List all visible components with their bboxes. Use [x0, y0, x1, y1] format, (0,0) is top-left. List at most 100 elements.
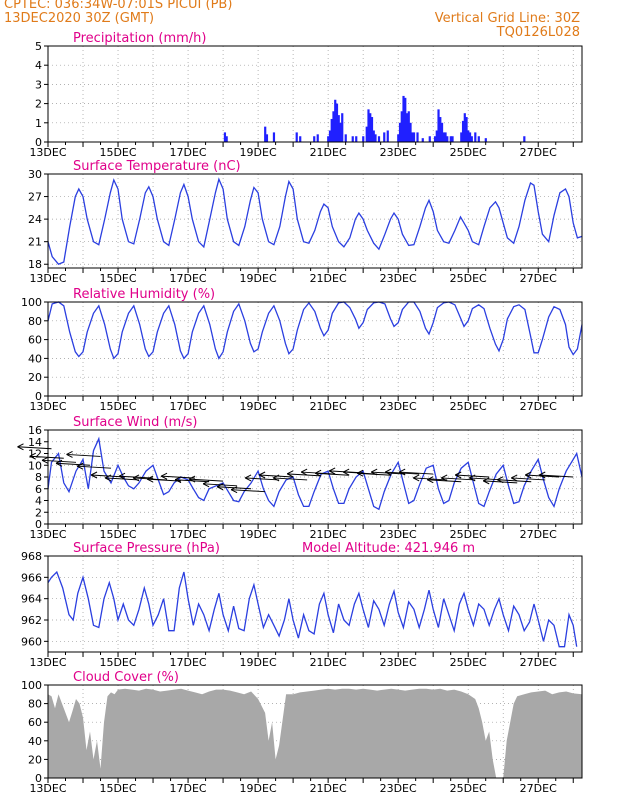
series-line	[47, 177, 583, 265]
y-tick-label: 6	[35, 483, 42, 496]
precip-bar	[437, 109, 440, 142]
y-tick-label: 2	[35, 98, 42, 111]
precip-bar	[421, 138, 424, 142]
precip-bar	[407, 111, 410, 142]
x-tick-label: 21DEC	[310, 146, 347, 159]
precip-bar	[440, 122, 444, 142]
wind-arrow-head	[118, 472, 126, 480]
wind-arrow-shaft	[497, 479, 532, 483]
x-tick-label: 23DEC	[380, 656, 417, 669]
wind-arrow-head	[258, 471, 266, 479]
precip-bar	[377, 136, 381, 142]
precip-bar	[465, 117, 468, 142]
y-tick-label: 4	[35, 59, 42, 72]
plot-frame	[47, 684, 583, 779]
precip-bar	[367, 109, 370, 142]
precip-bar	[477, 136, 480, 142]
y-tick-label: 27	[28, 191, 42, 204]
x-tick-label: 17DEC	[170, 400, 207, 413]
precip-bar	[225, 136, 228, 142]
wind-arrow-shaft	[413, 477, 448, 481]
x-tick-label: 25DEC	[450, 782, 487, 795]
precip-bar	[460, 132, 463, 142]
precip-bar	[370, 117, 374, 142]
x-tick-label: 23DEC	[380, 400, 417, 413]
y-tick-label: 4	[35, 495, 42, 508]
y-tick-label: 962	[21, 614, 42, 627]
y-tick-label: 40	[28, 352, 42, 365]
y-tick-label: 960	[21, 635, 42, 648]
x-tick-label: 21DEC	[310, 656, 347, 669]
precip-bar	[295, 132, 298, 142]
x-tick-label: 15DEC	[99, 656, 136, 669]
precip-bar	[449, 136, 452, 142]
precip-bar	[523, 136, 526, 142]
y-tick-label: 100	[21, 679, 42, 692]
wind-arrow-head	[90, 471, 98, 479]
x-tick-label: 21DEC	[310, 272, 347, 285]
y-tick-label: 0	[35, 772, 42, 785]
chart-panel-0: 0 1 2 3 4 5 13DEC 15DEC 17DEC 19DEC 21DEC 23DEC 25DE…	[29, 31, 583, 159]
precip-bar	[383, 132, 386, 142]
precip-bar	[341, 113, 344, 142]
precip-bar	[461, 120, 465, 142]
y-tick-label: 966	[21, 571, 42, 584]
chart-title: Surface Pressure (hPa)	[73, 541, 220, 556]
wind-arrow-head	[314, 469, 322, 477]
precip-bar	[299, 136, 302, 142]
y-tick-label: 10	[28, 459, 42, 472]
vertical-grid-note: Vertical Grid Line: 30Z	[434, 11, 580, 26]
precip-bar	[467, 130, 470, 142]
precip-bar	[416, 132, 419, 142]
wind-arrow-head	[216, 483, 224, 491]
wind-arrow-head	[230, 486, 238, 494]
precip-bar	[402, 95, 405, 142]
wind-arrow-shaft	[55, 462, 91, 466]
wind-arrow-head	[41, 456, 49, 464]
wind-arrow-shaft	[105, 477, 140, 481]
precip-bar	[409, 122, 412, 142]
x-tick-label: 15DEC	[99, 146, 136, 159]
y-tick-label: 21	[28, 236, 42, 249]
x-tick-label: 27DEC	[520, 782, 557, 795]
wind-arrow-head	[342, 468, 350, 476]
wind-arrow-shaft	[147, 478, 182, 482]
precip-bar	[446, 136, 449, 142]
precip-bar	[223, 132, 227, 142]
plot-frame	[47, 301, 583, 397]
x-tick-label: 21DEC	[310, 782, 347, 795]
precip-bar	[428, 136, 431, 142]
precip-bar	[344, 134, 347, 142]
cloud-cover-area	[48, 688, 582, 778]
run-date-text: 13DEC2020 30Z (GMT)	[4, 11, 155, 26]
plot-frame	[47, 555, 583, 653]
wind-arrow-head	[370, 468, 378, 476]
wind-arrow-head	[104, 474, 112, 482]
precip-bar	[405, 113, 409, 142]
precip-bar	[264, 126, 267, 142]
series-line	[47, 570, 578, 648]
y-tick-label: 40	[28, 735, 42, 748]
y-tick-label: 100	[21, 296, 42, 309]
x-tick-label: 19DEC	[240, 782, 277, 795]
precip-bar	[328, 130, 332, 142]
y-tick-label: 964	[21, 593, 42, 606]
x-tick-label: 25DEC	[450, 146, 487, 159]
precip-bar	[369, 113, 372, 142]
chart-title: Precipitation (mm/h)	[73, 31, 206, 46]
precip-bar	[442, 132, 445, 142]
x-tick-label: 15DEC	[99, 272, 136, 285]
x-tick-label: 15DEC	[99, 528, 136, 541]
x-tick-label: 19DEC	[240, 656, 277, 669]
y-tick-label: 5	[35, 40, 42, 53]
x-tick-label: 21DEC	[310, 528, 347, 541]
precip-bar	[439, 117, 442, 142]
x-tick-label: 13DEC	[29, 782, 66, 795]
x-tick-label: 27DEC	[520, 400, 557, 413]
wind-arrow-head	[66, 450, 73, 458]
precip-bar	[313, 136, 316, 142]
wind-arrow-head	[412, 474, 420, 482]
precip-bar	[398, 122, 402, 142]
x-tick-label: 23DEC	[380, 782, 417, 795]
